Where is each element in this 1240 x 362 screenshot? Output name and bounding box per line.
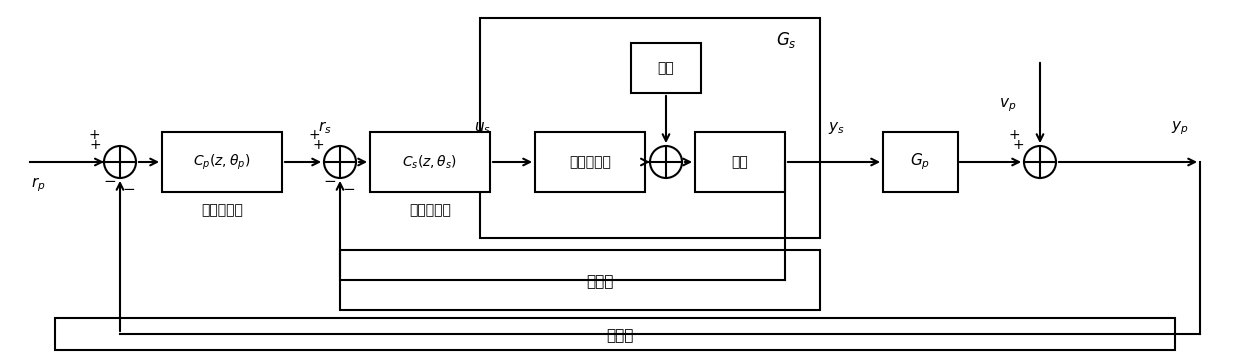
Text: −: − bbox=[342, 182, 355, 197]
Text: +: + bbox=[309, 128, 320, 142]
Text: 电机: 电机 bbox=[732, 155, 749, 169]
Text: $G_s$: $G_s$ bbox=[776, 30, 796, 50]
Bar bbox=[694, 132, 785, 192]
Text: +: + bbox=[88, 128, 100, 142]
Text: 位置控制器: 位置控制器 bbox=[201, 203, 243, 217]
Text: 负载: 负载 bbox=[657, 61, 675, 75]
Bar bbox=[534, 132, 645, 192]
Bar bbox=[55, 318, 1176, 350]
Bar bbox=[340, 250, 820, 310]
Text: 位置环: 位置环 bbox=[606, 328, 634, 344]
Bar bbox=[162, 132, 281, 192]
Text: $C_p(z,\theta_p)$: $C_p(z,\theta_p)$ bbox=[193, 152, 250, 172]
Text: $y_p$: $y_p$ bbox=[1171, 119, 1189, 137]
Text: +: + bbox=[1012, 138, 1024, 152]
Text: $C_s(z,\theta_s)$: $C_s(z,\theta_s)$ bbox=[403, 153, 458, 171]
Text: 电流放大器: 电流放大器 bbox=[569, 155, 611, 169]
Text: +: + bbox=[89, 138, 100, 152]
Text: −: − bbox=[122, 182, 135, 197]
Bar bbox=[370, 132, 490, 192]
Bar bbox=[480, 18, 820, 238]
Text: −: − bbox=[104, 174, 117, 189]
Bar bbox=[883, 132, 957, 192]
Bar bbox=[631, 43, 701, 93]
Text: $r_s$: $r_s$ bbox=[319, 120, 332, 136]
Text: $y_s$: $y_s$ bbox=[827, 120, 844, 136]
Text: $u_s$: $u_s$ bbox=[474, 120, 491, 136]
Text: −: − bbox=[324, 174, 336, 189]
Text: $G_p$: $G_p$ bbox=[910, 152, 930, 172]
Text: 速度环: 速度环 bbox=[587, 274, 614, 290]
Text: +: + bbox=[1008, 128, 1021, 142]
Text: $r_p$: $r_p$ bbox=[31, 176, 45, 194]
Text: +: + bbox=[312, 138, 324, 152]
Text: 速度控制器: 速度控制器 bbox=[409, 203, 451, 217]
Text: $v_p$: $v_p$ bbox=[999, 96, 1017, 114]
